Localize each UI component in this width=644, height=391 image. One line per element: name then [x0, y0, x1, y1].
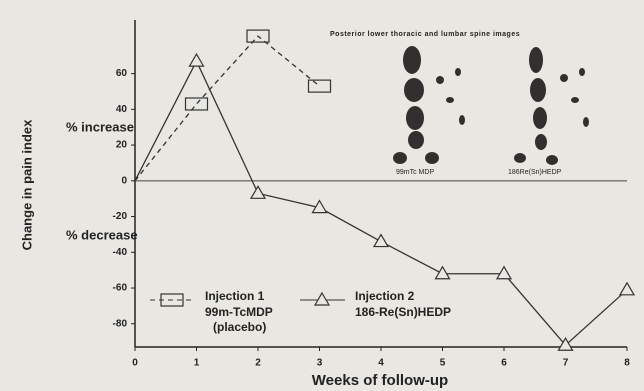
legend-label: Injection 1: [205, 289, 265, 303]
point-marker: [374, 235, 388, 247]
x-tick-label: 0: [132, 358, 138, 369]
image-caption: 99mTc MDP: [396, 169, 434, 176]
point-marker: [186, 98, 208, 110]
point-marker: [315, 293, 329, 305]
x-axis-label: Weeks of follow-up: [312, 372, 448, 389]
x-tick-label: 5: [440, 358, 446, 369]
legend-detail: 186-Re(Sn)HEDP: [355, 305, 451, 319]
y-tick-label: 20: [116, 140, 128, 151]
legend-label: Injection 2: [355, 289, 415, 303]
point-marker: [436, 267, 450, 279]
y-tick-label: -80: [113, 318, 128, 329]
point-marker: [620, 283, 634, 295]
y-axis-label: Change in pain index: [19, 119, 34, 251]
annotation: % increase: [66, 119, 134, 134]
x-tick-label: 8: [624, 358, 630, 369]
x-tick-label: 2: [255, 358, 261, 369]
point-marker: [251, 186, 265, 198]
annotation: % decrease: [66, 227, 138, 242]
point-marker: [309, 80, 331, 92]
series-line: [135, 36, 320, 181]
x-tick-label: 7: [563, 358, 569, 369]
image-title: Posterior lower thoracic and lumbar spin…: [330, 31, 520, 38]
image-caption: 186Re(Sn)HEDP: [508, 169, 562, 176]
bone-scan-images: [393, 46, 589, 165]
y-tick-label: -60: [113, 283, 128, 294]
x-tick-label: 1: [194, 358, 200, 369]
legend-detail: 99m-TcMDP: [205, 305, 273, 319]
y-tick-label: -20: [113, 211, 128, 222]
y-tick-label: 0: [121, 175, 127, 186]
chart: Posterior lower thoracic and lumbar spin…: [0, 0, 644, 391]
legend-detail: (placebo): [213, 320, 266, 334]
y-tick-label: 40: [116, 104, 128, 115]
x-tick-label: 4: [378, 358, 384, 369]
x-tick-label: 3: [317, 358, 323, 369]
point-marker: [190, 54, 204, 66]
y-tick-label: -40: [113, 247, 128, 258]
x-tick-label: 6: [501, 358, 507, 369]
point-marker: [497, 267, 511, 279]
y-tick-label: 60: [116, 68, 128, 79]
